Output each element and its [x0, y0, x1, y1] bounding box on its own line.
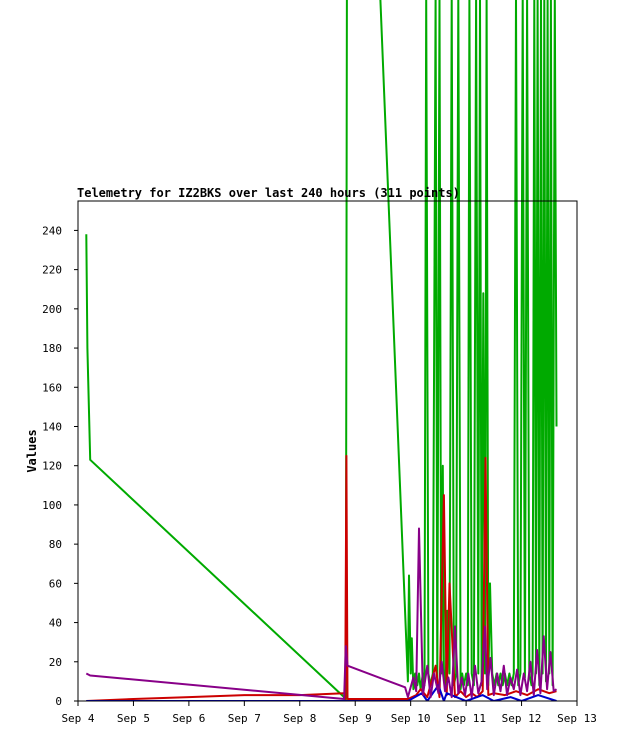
x-axis-ticks: Sep 4 Sep 5 Sep 6 Sep 7 Sep 8 Sep 9 Sep 10 Sep …: [61, 701, 597, 725]
y-axis-label: Values: [25, 429, 39, 472]
x-tick-label: Sep 11: [446, 712, 486, 725]
series-line-3: [86, 684, 557, 701]
y-tick-label: 60: [49, 577, 62, 590]
x-tick-label: Sep 10: [391, 712, 431, 725]
x-tick-label: Sep 7: [228, 712, 261, 725]
series-layer: [85, 0, 558, 701]
y-tick-label: 20: [49, 656, 62, 669]
series-line-4: [85, 527, 558, 700]
x-tick-label: Sep 4: [61, 712, 94, 725]
y-tick-label: 200: [42, 303, 62, 316]
y-tick-label: 100: [42, 499, 62, 512]
plot-frame: [77, 200, 578, 702]
y-tick-label: 140: [42, 420, 62, 433]
y-tick-label: 240: [42, 224, 62, 237]
x-tick-label: Sep 5: [117, 712, 150, 725]
x-tick-label: Sep 9: [339, 712, 372, 725]
y-tick-label: 120: [42, 460, 62, 473]
chart-title: Telemetry for IZ2BKS over last 240 hours…: [77, 186, 460, 200]
y-tick-label: 80: [49, 538, 62, 551]
x-tick-label: Sep 12: [502, 712, 542, 725]
y-tick-label: 40: [49, 617, 62, 630]
x-tick-label: Sep 8: [283, 712, 316, 725]
x-tick-label: Sep 13: [557, 712, 597, 725]
y-axis-ticks: 0 20 40 60 80 100 120 140 160 180 200 220 240: [42, 224, 78, 708]
y-tick-label: 0: [55, 695, 62, 708]
series-line-1: [85, 0, 558, 701]
y-tick-label: 180: [42, 342, 62, 355]
y-tick-label: 220: [42, 264, 62, 277]
y-tick-label: 160: [42, 381, 62, 394]
x-tick-label: Sep 6: [172, 712, 205, 725]
